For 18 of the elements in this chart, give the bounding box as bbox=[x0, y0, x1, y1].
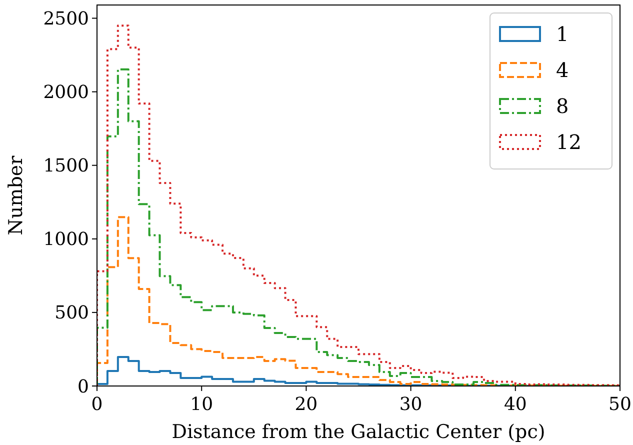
legend-label: 8 bbox=[556, 94, 569, 118]
x-tick-label: 0 bbox=[91, 394, 103, 415]
legend-label: 1 bbox=[556, 22, 569, 46]
legend-label: 12 bbox=[556, 130, 582, 154]
y-axis-title: Number bbox=[5, 154, 27, 236]
x-tick-label: 20 bbox=[294, 394, 318, 415]
y-tick-label: 0 bbox=[78, 376, 89, 398]
y-tick-label: 1500 bbox=[43, 156, 89, 177]
x-tick-label: 50 bbox=[608, 394, 632, 415]
y-tick-label: 1000 bbox=[43, 229, 89, 250]
x-tick-label: 40 bbox=[504, 394, 527, 415]
y-tick-label: 2000 bbox=[43, 82, 89, 104]
x-tick-label: 30 bbox=[399, 394, 422, 415]
x-tick-label: 10 bbox=[190, 394, 214, 415]
y-tick-label: 2500 bbox=[43, 8, 89, 30]
x-axis-title: Distance from the Galactic Center (pc) bbox=[172, 421, 546, 443]
legend-label: 4 bbox=[556, 58, 569, 82]
y-tick-label: 500 bbox=[54, 302, 89, 324]
